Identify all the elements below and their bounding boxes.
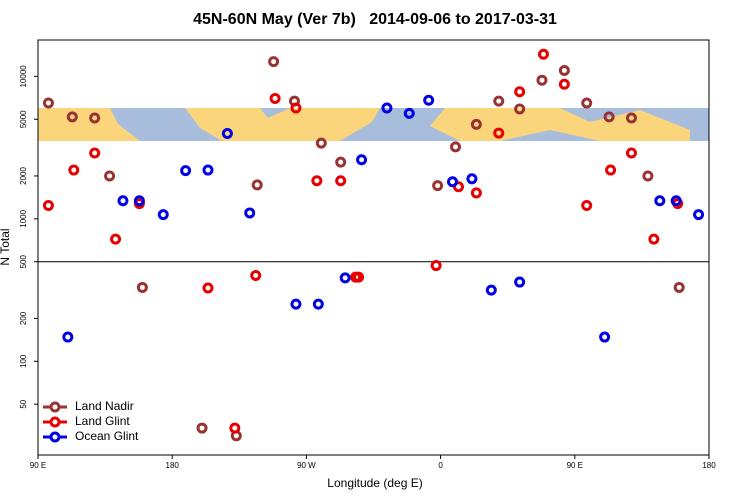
point [202,164,214,176]
point [42,200,54,212]
y-tick-label: 1000 [19,209,28,227]
y-tick-label: 2000 [19,167,28,185]
y-tick-label: 500 [19,255,28,269]
point [110,233,122,245]
point [42,97,54,109]
point [335,156,347,168]
point [133,195,145,207]
point [430,260,442,272]
y-tick-label: 100 [19,354,28,368]
point [180,165,192,177]
point [432,180,444,192]
point [642,170,654,182]
point [581,97,593,109]
x-tick-label: 90 E [30,461,46,470]
point [117,195,129,207]
point [68,164,80,176]
point [311,175,323,187]
plot-frame [37,39,710,456]
point [312,298,324,310]
point [514,103,526,115]
point [335,175,347,187]
x-tick-label: 180 [702,461,716,470]
point [157,209,169,221]
point [625,112,637,124]
x-tick-label: 180 [166,461,180,470]
legend-marker [49,401,61,413]
point [470,118,482,130]
point [268,56,280,68]
legend-marker [49,431,61,443]
point [466,173,478,185]
point [537,48,549,60]
point [485,284,497,296]
point [648,233,660,245]
legend-marker [49,416,61,428]
point [250,270,262,282]
point [136,281,148,293]
point [221,128,233,140]
x-tick-label: 90 E [567,461,583,470]
point [356,154,368,166]
point [251,179,263,191]
point [670,195,682,207]
point [403,107,415,119]
point [493,127,505,139]
point [605,164,617,176]
y-tick-label: 200 [19,311,28,325]
point [104,170,116,182]
point [66,111,78,123]
point [693,209,705,221]
y-tick-label: 10000 [19,65,28,88]
map-band [38,108,709,141]
point [450,141,462,153]
point [269,92,281,104]
point [673,281,685,293]
point [290,298,302,310]
point [339,272,351,284]
point [493,95,505,107]
legend-label: Land Glint [75,414,130,428]
x-tick-label: 90 W [297,461,316,470]
point [353,271,365,283]
y-tick-label: 50 [19,399,28,408]
point [558,64,570,76]
point [536,74,548,86]
legend-label: Ocean Glint [75,429,139,443]
point [89,147,101,159]
point [625,147,637,159]
point [514,276,526,288]
point [514,86,526,98]
point [599,331,611,343]
point [196,422,208,434]
point [423,94,435,106]
point [62,331,74,343]
point [244,207,256,219]
x-tick-label: 0 [438,461,443,470]
point [558,78,570,90]
point [654,195,666,207]
x-axis-label: Longitude (deg E) [327,476,422,490]
point [381,102,393,114]
point [603,111,615,123]
point [202,282,214,294]
legend-label: Land Nadir [75,399,134,413]
point [581,200,593,212]
point [290,102,302,114]
point [470,187,482,199]
y-tick-label: 5000 [19,110,28,128]
chart-title: 45N-60N May (Ver 7b) 2014-09-06 to 2017-… [193,11,557,28]
y-axis-label: N Total [0,228,12,265]
point [447,176,459,188]
point [89,112,101,124]
point [315,137,327,149]
point [229,422,241,434]
